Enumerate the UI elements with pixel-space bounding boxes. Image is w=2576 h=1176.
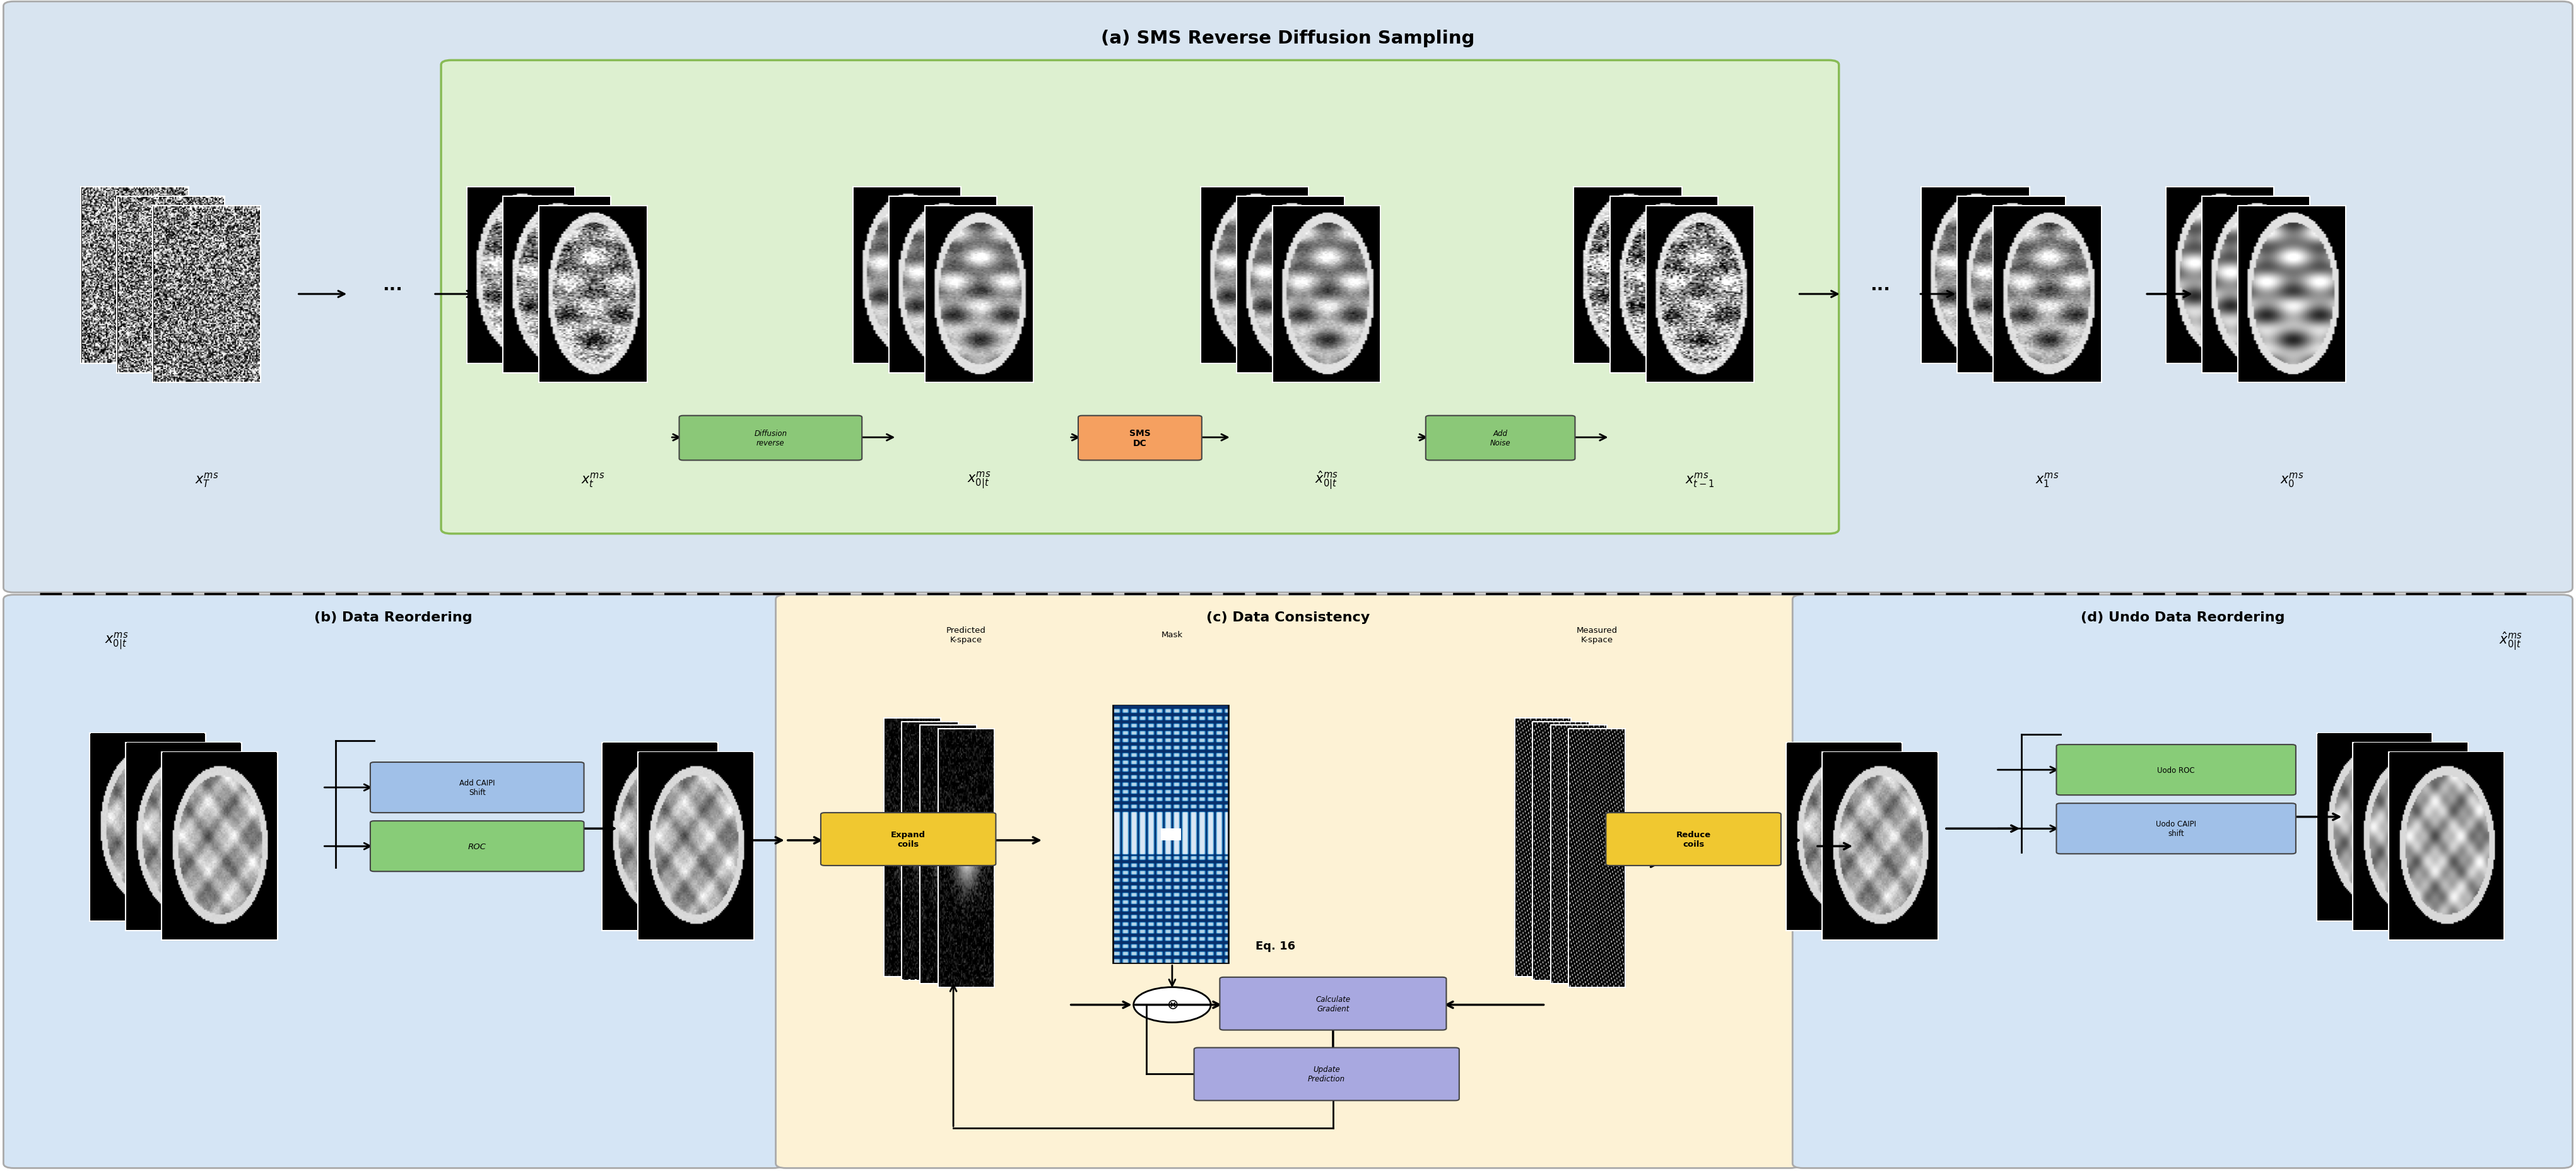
FancyBboxPatch shape (440, 61, 1839, 534)
Text: Calculate
Gradient: Calculate Gradient (1316, 995, 1350, 1013)
Bar (853, 188, 961, 363)
Bar (889, 196, 997, 373)
Text: SMS
DC: SMS DC (1128, 429, 1151, 448)
Text: ...: ... (381, 276, 402, 294)
FancyBboxPatch shape (3, 595, 783, 1168)
Bar (1922, 188, 2030, 363)
Bar (2202, 196, 2311, 373)
Text: (d) Undo Data Reordering: (d) Undo Data Reordering (2081, 612, 2285, 623)
Text: Reduce
coils: Reduce coils (1677, 830, 1710, 848)
FancyBboxPatch shape (1605, 813, 1780, 866)
FancyBboxPatch shape (1221, 977, 1445, 1030)
FancyBboxPatch shape (1079, 416, 1203, 461)
Bar (162, 753, 278, 941)
Bar (1533, 722, 1589, 981)
Text: Uodo ROC: Uodo ROC (2156, 766, 2195, 774)
Bar (116, 196, 224, 373)
Text: $\hat{x}_{0|t}^{ms}$: $\hat{x}_{0|t}^{ms}$ (2499, 630, 2522, 652)
Text: $x_0^{ms}$: $x_0^{ms}$ (2280, 472, 2303, 489)
Bar (1785, 743, 1901, 931)
Bar (902, 722, 958, 981)
Text: Add CAIPI
Shift: Add CAIPI Shift (459, 779, 495, 796)
Bar (2388, 753, 2504, 941)
Bar (925, 206, 1033, 382)
Text: Update
Prediction: Update Prediction (1309, 1065, 1345, 1083)
Text: $\hat{x}_{0|t}^{ms}$: $\hat{x}_{0|t}^{ms}$ (1316, 469, 1337, 490)
Text: (c) Data Consistency: (c) Data Consistency (1206, 612, 1370, 623)
Bar (938, 729, 994, 987)
FancyBboxPatch shape (680, 416, 863, 461)
Text: $x_{0|t}^{ms}$: $x_{0|t}^{ms}$ (106, 630, 129, 650)
Text: $x_1^{ms}$: $x_1^{ms}$ (2035, 472, 2058, 489)
Text: Mask: Mask (1162, 630, 1182, 639)
Bar (1574, 188, 1682, 363)
Bar (1162, 829, 1182, 841)
Bar (1113, 706, 1229, 964)
Bar (466, 188, 574, 363)
Bar (502, 196, 611, 373)
Bar (1569, 729, 1625, 987)
Bar (920, 726, 976, 983)
Bar (538, 206, 647, 382)
Text: (a) SMS Reverse Diffusion Sampling: (a) SMS Reverse Diffusion Sampling (1100, 29, 1476, 47)
Text: $\otimes$: $\otimes$ (1167, 998, 1177, 1011)
Bar (1551, 726, 1607, 983)
Text: $x_{t-1}^{ms}$: $x_{t-1}^{ms}$ (1685, 472, 1716, 489)
Bar (1610, 196, 1718, 373)
Bar (603, 743, 719, 931)
Text: Eq. 16: Eq. 16 (1255, 941, 1296, 951)
Text: $x_T^{ms}$: $x_T^{ms}$ (196, 472, 219, 489)
Bar (1994, 206, 2102, 382)
Bar (152, 206, 260, 382)
FancyBboxPatch shape (1195, 1048, 1458, 1101)
FancyBboxPatch shape (2056, 744, 2295, 795)
Bar (639, 753, 755, 941)
Text: Diffusion
reverse: Diffusion reverse (755, 429, 788, 447)
Bar (80, 188, 188, 363)
Bar (1646, 206, 1754, 382)
Bar (1821, 753, 1937, 941)
Circle shape (1133, 987, 1211, 1022)
Text: Predicted
K-space: Predicted K-space (945, 626, 987, 643)
Bar (2239, 206, 2347, 382)
Text: Uodo CAIPI
shift: Uodo CAIPI shift (2156, 820, 2197, 837)
Bar (90, 734, 206, 922)
Bar (2316, 734, 2432, 922)
FancyBboxPatch shape (1793, 595, 2573, 1168)
Bar (1273, 206, 1381, 382)
Bar (1958, 196, 2066, 373)
Text: Measured
K-space: Measured K-space (1577, 626, 1618, 643)
Text: ...: ... (1870, 276, 1891, 294)
Text: Add
Noise: Add Noise (1489, 429, 1510, 447)
Text: (b) Data Reordering: (b) Data Reordering (314, 612, 471, 623)
Bar (1515, 719, 1571, 977)
Text: Expand
coils: Expand coils (891, 830, 925, 848)
Bar (884, 719, 940, 977)
FancyBboxPatch shape (822, 813, 997, 866)
FancyBboxPatch shape (371, 821, 585, 871)
FancyBboxPatch shape (1425, 416, 1574, 461)
Bar (1200, 188, 1309, 363)
Bar (2166, 188, 2275, 363)
Bar (1236, 196, 1345, 373)
Text: $x_{0|t}^{ms}$: $x_{0|t}^{ms}$ (966, 470, 992, 490)
FancyBboxPatch shape (371, 762, 585, 813)
Text: ROC: ROC (469, 842, 487, 850)
FancyBboxPatch shape (775, 595, 1801, 1168)
Bar (2352, 743, 2468, 931)
Bar (126, 743, 242, 931)
FancyBboxPatch shape (2056, 803, 2295, 854)
Text: $x_t^{ms}$: $x_t^{ms}$ (582, 472, 605, 489)
FancyBboxPatch shape (3, 2, 2573, 593)
